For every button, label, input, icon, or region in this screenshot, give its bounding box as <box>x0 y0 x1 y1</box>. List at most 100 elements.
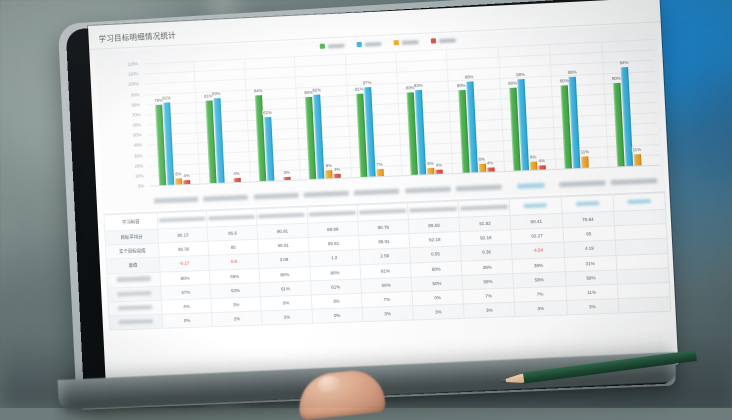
bar-value-label: 84% <box>253 87 263 94</box>
legend-label <box>401 39 419 45</box>
y-axis-tick-label: 60% <box>132 122 142 128</box>
laptop-screen: 学习目标明细情况统计 120% 110% 100% 90% 80% 70% 60% 50% 40… <box>88 0 679 382</box>
table-cell <box>356 203 409 222</box>
y-axis-tick-label: 100% <box>128 81 140 88</box>
x-axis-tick-label <box>253 192 299 200</box>
chart-bar[interactable]: 3% <box>283 169 291 181</box>
table-cell <box>560 194 614 214</box>
y-axis-tick-label: 10% <box>134 173 144 179</box>
table-cell: 2% <box>211 311 263 328</box>
data-table: 学习科目 目标平均分 86.13 85.6 90.91 89.98 90.79 89.59 91… <box>103 192 671 331</box>
bar-value-label: 80% <box>507 80 518 86</box>
table-cell <box>306 205 358 224</box>
row-header-label <box>117 304 153 311</box>
page-title: 学习目标明细情况统计 <box>98 30 177 44</box>
column-header-label <box>409 206 458 213</box>
bar-group: 80% 88% 8% 4% <box>446 47 504 174</box>
bar-group: 80% 88% 11%0% <box>549 42 607 169</box>
bar-value-label: 4% <box>538 158 546 164</box>
data-table-container: 学习科目 目标平均分 86.13 85.6 90.91 89.98 90.79 89.59 91… <box>103 191 672 335</box>
chart-bar[interactable]: 4% <box>538 158 546 170</box>
table-cell <box>206 209 258 228</box>
column-header-label <box>308 210 356 217</box>
chart-bar[interactable]: 8% <box>477 156 486 173</box>
y-axis-tick-label: 20% <box>134 162 144 169</box>
bar-value-label: 62% <box>262 109 273 116</box>
bar-value-label: 11% <box>579 148 590 155</box>
y-axis-tick-label: 0% <box>137 183 145 189</box>
bar-value-label: 8% <box>477 156 486 162</box>
row-header-label <box>117 290 152 297</box>
table-cell: 0% <box>162 312 213 329</box>
bar-value-label: 11% <box>632 146 642 153</box>
chart-y-axis: 120% 110% 100% 90% 80% 70% 60% 50% 40% 30% 20% 10% 0… <box>96 61 148 189</box>
column-header-label <box>575 200 599 207</box>
legend-item-2[interactable] <box>356 41 382 48</box>
x-axis-tick-label <box>153 196 199 204</box>
legend-swatch-icon <box>356 41 362 48</box>
x-axis-tick-label <box>516 182 545 189</box>
chart-bar[interactable]: 4% <box>333 166 342 179</box>
chart-bar[interactable]: 11% <box>579 148 590 168</box>
legend-item-1[interactable] <box>319 43 345 49</box>
bar-value-label: 0% <box>590 159 597 164</box>
legend-swatch-icon <box>393 40 399 46</box>
table-cell: 3% <box>412 304 465 321</box>
row-header-label <box>118 319 153 325</box>
table-cell <box>256 207 308 226</box>
table-cell <box>157 211 208 230</box>
chart-bar[interactable]: 6% <box>174 171 183 185</box>
legend-swatch-icon <box>430 38 437 44</box>
bar-value-label: 6% <box>426 160 435 166</box>
y-axis-tick-label: 40% <box>133 142 143 149</box>
bar-value-label: 82% <box>311 86 322 93</box>
column-header-label <box>523 202 548 209</box>
bar-value-label: 6% <box>174 171 182 177</box>
chart-bar[interactable]: 6% <box>426 160 435 175</box>
legend-item-3[interactable] <box>393 39 419 46</box>
bar-value-label: 0% <box>275 173 282 178</box>
negative-value: -0.17 <box>179 261 190 267</box>
y-axis-tick-label: 120% <box>127 61 139 67</box>
x-axis-tick-label <box>203 194 248 202</box>
laptop-device: 学习目标明细情况统计 120% 110% 100% 90% 80% 70% 60% 50% 40… <box>57 0 679 412</box>
x-axis-tick-label <box>303 190 349 198</box>
chart-bar[interactable]: 8% <box>529 154 538 170</box>
table-cell: 3% <box>566 298 619 316</box>
chart-bar[interactable]: 11% <box>632 146 642 166</box>
legend-item-4[interactable] <box>430 37 456 44</box>
x-axis-tick-label <box>455 184 502 192</box>
y-axis-tick-label: 90% <box>130 91 140 98</box>
bar-value-label: 81% <box>161 94 172 101</box>
bar-group: 81%87% 7%0% <box>344 51 401 177</box>
table-cell: 3% <box>261 309 313 326</box>
chart-legend <box>319 37 456 49</box>
table-cell: 3% <box>463 302 516 319</box>
chart-bar[interactable]: 4% <box>183 172 191 185</box>
dashboard-app: 学习目标明细情况统计 120% 110% 100% 90% 80% 70% 60% 50% 40… <box>88 0 679 382</box>
chart-bar[interactable]: 4% <box>435 162 443 174</box>
bar-value-label: 3% <box>283 169 291 176</box>
bar-group: 80% 88% 8% 4% <box>498 44 556 171</box>
column-header-label <box>158 216 206 223</box>
chart-bar[interactable]: 4% <box>232 170 241 183</box>
legend-label <box>364 41 382 47</box>
chart-bar[interactable]: 7% <box>375 161 384 177</box>
legend-label <box>439 37 456 43</box>
table-cell <box>407 201 460 220</box>
bar-value-label: 94% <box>618 60 629 66</box>
bar-value-label: 83% <box>211 90 222 97</box>
table-cell <box>617 297 671 314</box>
bar-value-label: 80% <box>611 75 622 81</box>
bar-value-label: 81% <box>354 86 365 92</box>
chart-bar[interactable]: 4% <box>486 160 495 172</box>
column-header-label <box>208 214 256 221</box>
chart-bar[interactable]: 8% <box>325 162 333 179</box>
y-axis-tick-label: 70% <box>131 112 141 118</box>
bar-value-label: 4% <box>486 160 494 166</box>
bar-group: 84% 62% 0%3% <box>244 56 300 182</box>
bar-value-label: 80% <box>456 82 467 88</box>
bar-value-label: 8% <box>325 162 333 169</box>
bar-value-label: 4% <box>435 162 443 168</box>
table-cell <box>612 192 666 212</box>
